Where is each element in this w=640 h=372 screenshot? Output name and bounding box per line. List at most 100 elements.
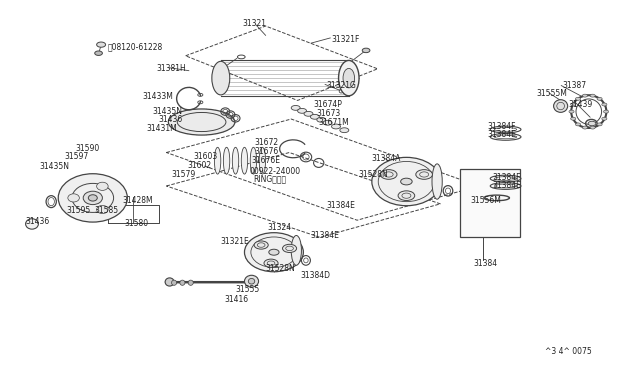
Ellipse shape: [212, 61, 230, 95]
Text: 31436: 31436: [26, 217, 50, 226]
Text: 31384E: 31384E: [326, 201, 355, 210]
Ellipse shape: [188, 280, 193, 285]
Text: 31384D: 31384D: [301, 271, 331, 280]
Text: 31555: 31555: [236, 285, 260, 294]
Ellipse shape: [398, 191, 415, 201]
Ellipse shape: [317, 117, 326, 122]
Text: 31416: 31416: [224, 295, 248, 304]
Circle shape: [604, 110, 609, 113]
Text: 31528N: 31528N: [358, 170, 388, 179]
Text: 31321E: 31321E: [221, 237, 250, 246]
Ellipse shape: [172, 280, 177, 285]
Ellipse shape: [339, 60, 359, 96]
Ellipse shape: [97, 182, 108, 190]
Text: 31672: 31672: [255, 138, 279, 147]
Circle shape: [582, 126, 588, 129]
Ellipse shape: [165, 278, 174, 286]
Ellipse shape: [416, 170, 433, 179]
Text: RINGリング: RINGリング: [253, 175, 286, 184]
Circle shape: [362, 48, 370, 53]
Circle shape: [590, 94, 595, 97]
Bar: [460, 169, 520, 237]
Circle shape: [588, 121, 596, 126]
Text: 31433M: 31433M: [142, 92, 173, 101]
Ellipse shape: [343, 68, 355, 88]
Ellipse shape: [298, 108, 307, 113]
Ellipse shape: [180, 280, 185, 285]
Text: 31384F: 31384F: [493, 173, 522, 182]
Ellipse shape: [554, 100, 568, 112]
Ellipse shape: [264, 259, 278, 267]
Circle shape: [582, 94, 588, 97]
Text: 31321: 31321: [242, 19, 266, 28]
Text: 31555M: 31555M: [536, 89, 567, 98]
Ellipse shape: [241, 147, 248, 174]
Circle shape: [571, 117, 576, 120]
Circle shape: [597, 97, 602, 100]
Text: 31321G: 31321G: [326, 81, 356, 90]
Text: 31381H: 31381H: [157, 64, 186, 73]
Text: 31556M: 31556M: [470, 196, 501, 205]
Circle shape: [571, 103, 576, 106]
Ellipse shape: [291, 235, 301, 265]
Circle shape: [590, 126, 595, 129]
Ellipse shape: [291, 105, 300, 110]
Text: 31579: 31579: [172, 170, 196, 179]
Text: 31676E: 31676E: [252, 156, 280, 165]
Text: 31676: 31676: [255, 147, 279, 156]
Ellipse shape: [26, 219, 38, 229]
Ellipse shape: [254, 241, 268, 249]
Ellipse shape: [259, 147, 266, 174]
Ellipse shape: [168, 109, 235, 135]
Text: 31603: 31603: [193, 153, 218, 161]
Ellipse shape: [323, 120, 332, 125]
Text: 31436: 31436: [159, 115, 183, 124]
Text: 31428M: 31428M: [123, 196, 154, 205]
Text: 31384E: 31384E: [488, 130, 516, 139]
Ellipse shape: [88, 195, 97, 201]
Ellipse shape: [380, 170, 397, 179]
Ellipse shape: [282, 244, 296, 253]
Ellipse shape: [244, 275, 259, 287]
Circle shape: [95, 51, 102, 55]
Ellipse shape: [310, 114, 319, 119]
Circle shape: [97, 42, 106, 47]
Ellipse shape: [269, 249, 279, 255]
Circle shape: [575, 97, 580, 100]
Ellipse shape: [97, 205, 108, 214]
Ellipse shape: [83, 191, 102, 205]
Text: 31597: 31597: [64, 153, 88, 161]
Text: Ⓑ08120-61228: Ⓑ08120-61228: [108, 42, 163, 51]
Text: 31673: 31673: [317, 109, 341, 118]
Ellipse shape: [223, 147, 230, 174]
Text: 31384E: 31384E: [493, 182, 522, 190]
Text: 31435N: 31435N: [152, 107, 182, 116]
Ellipse shape: [248, 278, 255, 284]
Text: 31595: 31595: [67, 206, 91, 215]
Ellipse shape: [401, 178, 412, 185]
Ellipse shape: [246, 278, 253, 286]
Text: 31602: 31602: [188, 161, 212, 170]
Ellipse shape: [68, 194, 79, 202]
Text: 31674P: 31674P: [314, 100, 342, 109]
Circle shape: [597, 123, 602, 126]
Circle shape: [602, 117, 607, 120]
Circle shape: [569, 110, 574, 113]
Text: 31384A: 31384A: [371, 154, 401, 163]
Circle shape: [602, 103, 607, 106]
Text: 31435N: 31435N: [40, 162, 70, 171]
Ellipse shape: [244, 233, 303, 272]
Text: 31671M: 31671M: [319, 118, 349, 126]
Text: 31321F: 31321F: [332, 35, 360, 44]
Text: 31580: 31580: [125, 219, 149, 228]
Ellipse shape: [232, 147, 239, 174]
Ellipse shape: [250, 147, 257, 174]
Ellipse shape: [304, 111, 313, 116]
Text: 31384E: 31384E: [310, 231, 339, 240]
Text: 00922-24000: 00922-24000: [250, 167, 301, 176]
Text: 31384: 31384: [474, 259, 498, 268]
Ellipse shape: [332, 124, 340, 129]
Ellipse shape: [340, 128, 349, 132]
Text: 31324: 31324: [268, 223, 292, 232]
Ellipse shape: [58, 174, 127, 222]
